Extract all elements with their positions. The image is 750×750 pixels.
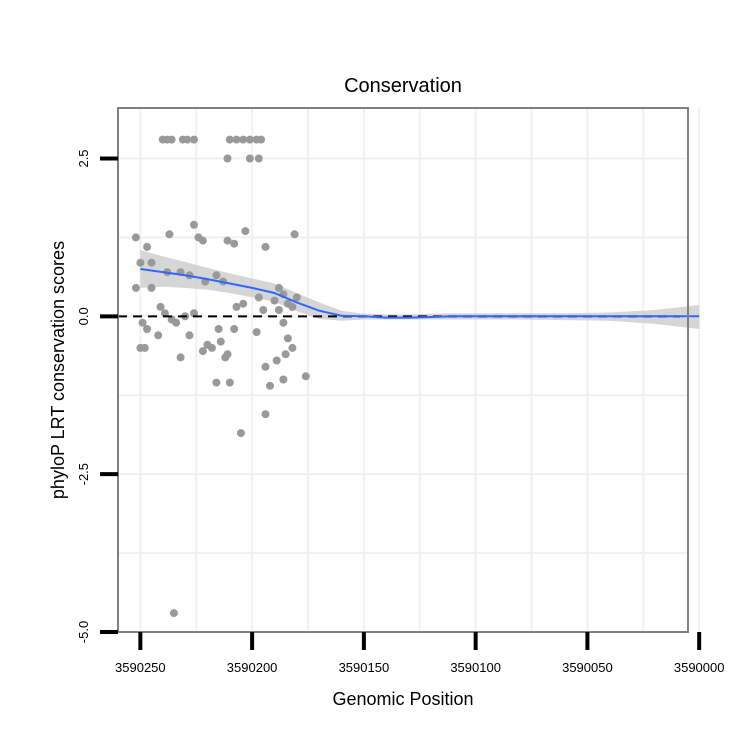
data-point [225, 378, 234, 387]
data-point [272, 356, 281, 365]
data-point [190, 135, 198, 144]
data-point [292, 293, 301, 302]
data-point [212, 378, 221, 387]
data-point [274, 283, 283, 292]
data-point [241, 227, 250, 236]
data-point [261, 242, 270, 251]
data-point [245, 135, 254, 144]
data-point [223, 154, 232, 163]
x-axis-title: Genomic Position [332, 689, 473, 709]
data-point [230, 239, 239, 248]
data-point [290, 230, 299, 239]
data-point [136, 258, 145, 267]
data-point [185, 331, 194, 340]
data-point [172, 318, 181, 327]
x-tick-label: 3590000 [674, 660, 725, 675]
y-tick-label: 0.0 [76, 307, 91, 325]
plot-frame [117, 107, 689, 633]
data-point [261, 410, 270, 419]
data-point [176, 353, 185, 362]
y-axis-title: phyloP LRT conservation scores [48, 241, 68, 499]
y-tick-label: -5.0 [76, 621, 91, 643]
data-point [274, 306, 283, 314]
data-point [225, 135, 234, 144]
data-point [140, 343, 149, 352]
data-point [245, 154, 254, 163]
data-point [138, 318, 147, 327]
data-point [131, 283, 140, 292]
data-point [147, 258, 156, 267]
data-point [160, 309, 169, 318]
data-point [270, 296, 279, 305]
data-point [261, 362, 270, 371]
y-tick-label: 2.5 [76, 149, 91, 167]
data-point [165, 230, 174, 239]
data-point [279, 318, 288, 327]
data-point [236, 429, 245, 438]
plot-background [118, 108, 688, 632]
smooth-line [140, 268, 700, 319]
data-point [281, 350, 290, 359]
data-point [207, 343, 216, 352]
data-point [131, 233, 140, 242]
data-point [239, 135, 248, 144]
x-tick-label: 3590050 [562, 660, 613, 675]
data-point [230, 325, 239, 333]
data-point [198, 347, 207, 356]
data-point [223, 236, 232, 245]
data-point [156, 302, 165, 311]
data-point [154, 331, 163, 340]
data-point [288, 302, 297, 311]
data-point [212, 271, 221, 280]
data-point [257, 135, 266, 144]
confidence-ribbon [140, 250, 700, 329]
data-point [214, 325, 223, 333]
x-tick-label: 3590250 [115, 660, 166, 675]
data-point [232, 135, 241, 144]
data-point [254, 154, 263, 163]
y-axis: 2.5 0.0 -2.5 -5.0 [76, 149, 118, 643]
x-tick-label: 3590100 [450, 660, 501, 675]
data-point [169, 609, 178, 618]
data-point [167, 135, 176, 144]
chart-title: Conservation [344, 75, 462, 97]
data-point [259, 306, 268, 314]
data-point [190, 220, 198, 229]
data-point [216, 337, 225, 346]
y-tick-label: -2.5 [76, 463, 91, 485]
data-point [183, 135, 192, 144]
data-point [147, 283, 156, 292]
data-point [239, 299, 248, 308]
data-point [232, 302, 241, 311]
data-point [143, 325, 152, 333]
data-point [198, 236, 207, 245]
data-point [190, 309, 198, 318]
x-tick-label: 3590150 [339, 660, 390, 675]
data-point [223, 350, 232, 359]
data-point [279, 375, 288, 384]
data-point [252, 328, 261, 337]
data-point [288, 343, 297, 352]
x-axis: 3590250 3590200 3590150 3590100 3590050 35900… [115, 632, 724, 675]
data-point [143, 242, 152, 251]
x-tick-label: 3590200 [227, 660, 278, 675]
data-point [266, 381, 274, 390]
data-point [301, 372, 310, 381]
plot-area [117, 107, 701, 633]
data-point [283, 334, 292, 343]
data-point [254, 293, 263, 302]
